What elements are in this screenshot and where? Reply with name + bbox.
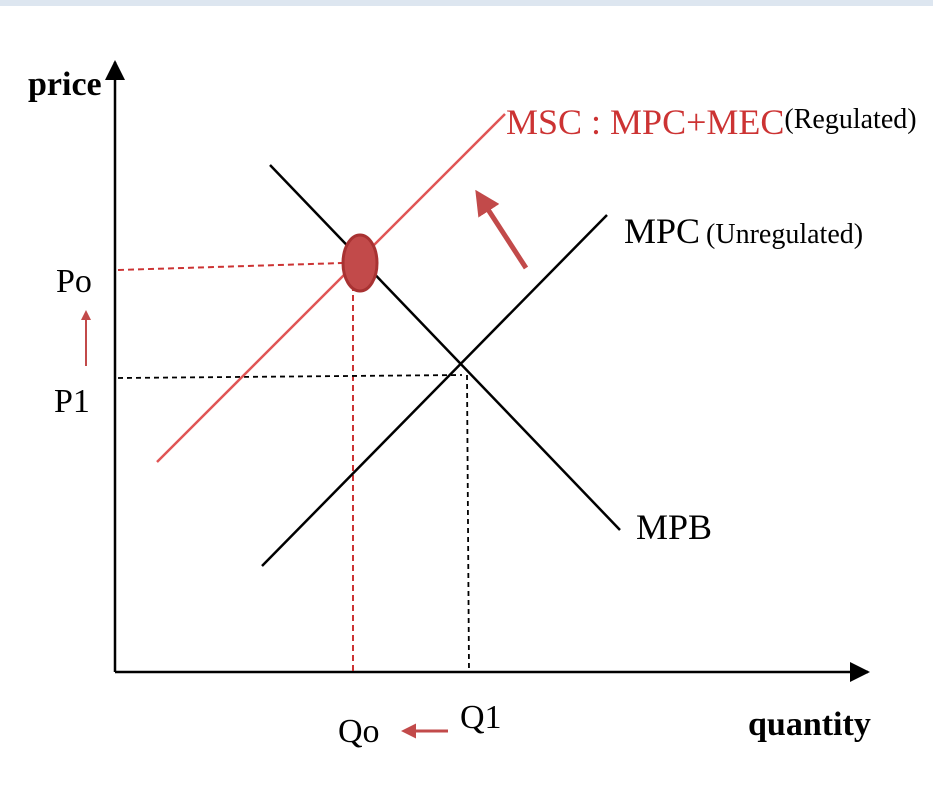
q1-label: Q1: [460, 699, 502, 736]
p1-label: P1: [54, 383, 90, 420]
mpc-label-main: MPC: [624, 211, 700, 251]
y-axis-title: price: [28, 66, 102, 103]
mpc-curve: [261, 214, 608, 567]
supply-shift-arrow: [475, 189, 529, 270]
msc-label-main: MSC : MPC+MEC: [506, 102, 784, 142]
mpb-curve: [269, 164, 621, 531]
p1-guide-line: [117, 374, 463, 379]
q0-label: Qo: [338, 713, 380, 750]
regulated-equilibrium-dot: [341, 233, 379, 293]
msc-label: MSC : MPC+MEC(Regulated): [506, 102, 917, 142]
p0-guide-line: [117, 262, 343, 271]
top-border: [0, 0, 933, 6]
msc-label-qualifier: (Regulated): [784, 104, 916, 135]
mpb-label: MPB: [636, 507, 712, 547]
p0-label: Po: [56, 263, 92, 300]
msc-curve: [156, 113, 506, 463]
mpc-label-qualifier: (Unregulated): [706, 219, 863, 250]
mpc-label: MPC (Unregulated): [624, 211, 863, 251]
x-axis-title: quantity: [748, 706, 871, 743]
q1-guide-line: [466, 374, 470, 673]
